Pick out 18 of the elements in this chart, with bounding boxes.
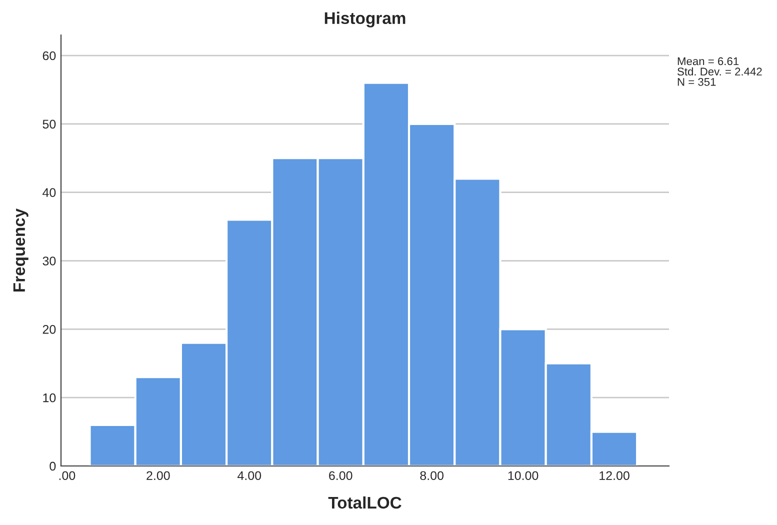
x-tick-label: 8.00	[420, 471, 444, 480]
chart-title: Histogram	[324, 12, 406, 28]
x-tick-label: .00	[59, 471, 76, 480]
y-tick-label: 40	[42, 188, 56, 197]
text: Mean = 6.61 Std. Dev. = 2.442 N = 351	[678, 57, 762, 86]
x-tick-label: 10.00	[508, 471, 538, 480]
x-tick-label: 2.00	[146, 471, 170, 480]
y-tick-label: 30	[42, 256, 56, 266]
y-axis-title: Frequency	[13, 208, 28, 292]
x-tick-label: 4.00	[238, 471, 262, 480]
y-tick-label: 0	[50, 462, 56, 471]
y-tick-label: 20	[42, 324, 56, 334]
x-tick-label: 12.00	[600, 471, 630, 480]
y-tick-label: 10	[43, 393, 56, 402]
x-axis-title: TotalLOC	[328, 496, 402, 509]
y-tick-label: 50	[42, 120, 56, 129]
y-tick-label: 60	[42, 51, 56, 60]
x-tick-label: 6.00	[329, 471, 352, 480]
